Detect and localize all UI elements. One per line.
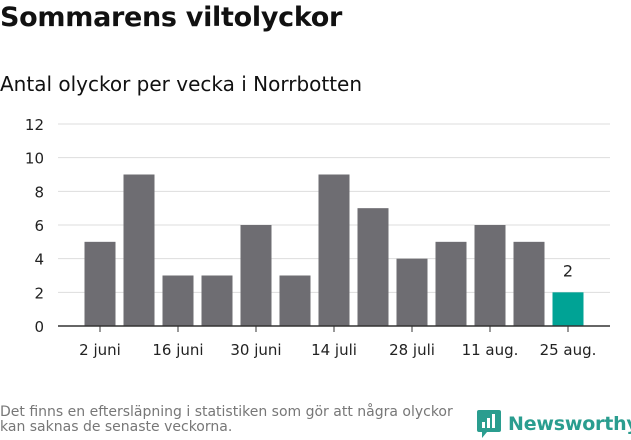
- y-tick-label: 0: [34, 318, 44, 336]
- x-axis-ticks: 2 juni 16 juni 30 juni 14 juli 28 juli 11 aug…: [79, 326, 596, 359]
- bars: [84, 174, 584, 326]
- bar-chart: 0 2 4 6 8 10 12 2 juni 16 juni 30 juni 14 juli 28 …: [25, 116, 610, 359]
- bar-4-aug: [435, 241, 467, 326]
- y-tick-label: 8: [34, 183, 44, 201]
- bar-9-juni: [123, 174, 155, 326]
- y-axis-ticks: 0 2 4 6 8 10 12: [25, 116, 44, 336]
- x-tick-label: 25 aug.: [540, 341, 597, 359]
- brand-logo: Newsworthy: [476, 408, 631, 440]
- y-tick-label: 12: [25, 116, 44, 134]
- bar-16-juni: [162, 275, 194, 326]
- bar-11-aug: [474, 225, 506, 326]
- bar-21-juli: [357, 208, 389, 326]
- y-tick-label: 6: [34, 217, 44, 235]
- bar-14-juli: [318, 174, 350, 326]
- x-tick-label: 14 juli: [311, 341, 357, 359]
- bar-25-aug: [552, 292, 584, 326]
- bar-23-juni: [201, 275, 233, 326]
- bar-28-juli: [396, 258, 428, 326]
- y-tick-label: 2: [34, 284, 44, 302]
- x-tick-label: 30 juni: [230, 341, 281, 359]
- y-tick-label: 10: [25, 150, 44, 168]
- footnote: Det finns en eftersläpning i statistiken…: [0, 404, 453, 435]
- bar-30-juni: [240, 225, 272, 326]
- newsworthy-logo-icon: [477, 410, 501, 438]
- bar-7-juli: [279, 275, 311, 326]
- x-tick-label: 16 juni: [152, 341, 203, 359]
- x-tick-label: 2 juni: [79, 341, 121, 359]
- y-tick-label: 4: [34, 251, 44, 269]
- chart-title: Sommarens viltolyckor: [0, 2, 343, 33]
- x-tick-label: 28 juli: [389, 341, 435, 359]
- data-labels: 2: [563, 261, 573, 280]
- data-label: 2: [563, 261, 573, 280]
- bar-18-aug: [513, 241, 545, 326]
- x-tick-label: 11 aug.: [462, 341, 519, 359]
- bar-2-juni: [84, 241, 116, 326]
- brand-name: Newsworthy: [508, 413, 631, 435]
- chart-subtitle: Antal olyckor per vecka i Norrbotten: [0, 72, 363, 96]
